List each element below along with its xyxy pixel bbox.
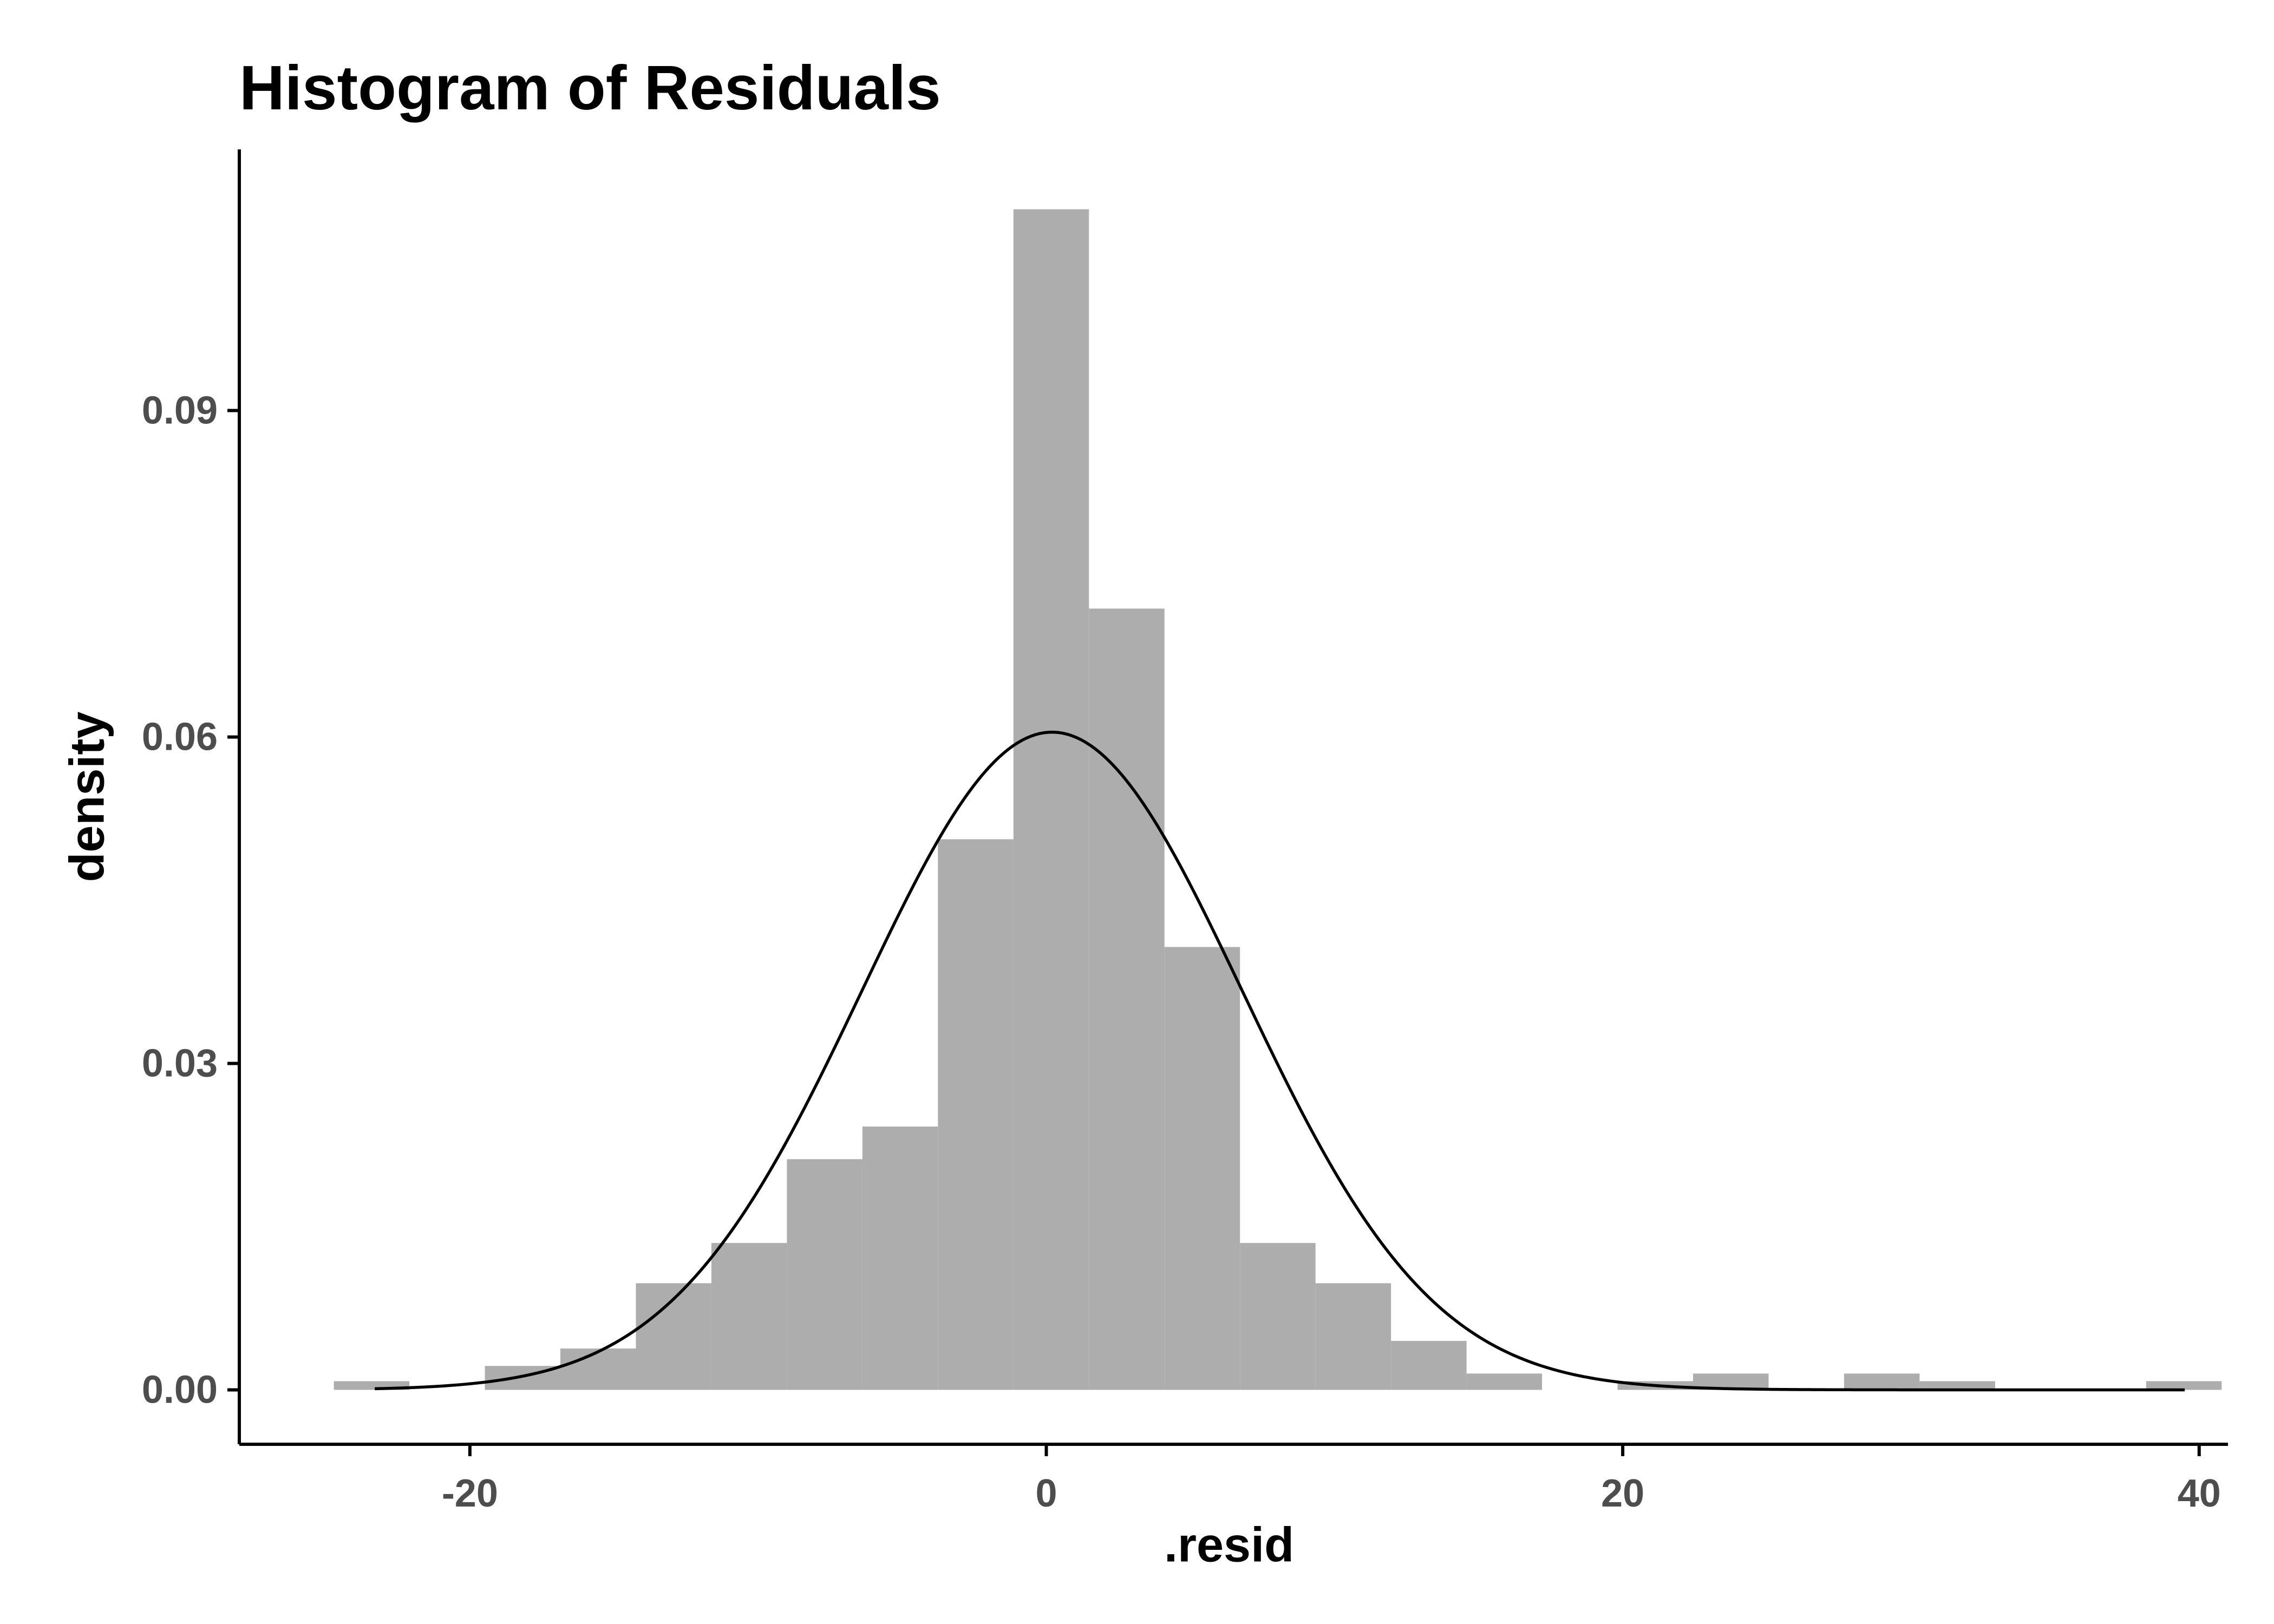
histogram-bar — [1919, 1381, 1995, 1390]
histogram-bar — [1315, 1283, 1391, 1390]
histogram-bar — [1391, 1341, 1467, 1390]
y-tick-label: 0.06 — [142, 715, 218, 758]
x-tick-label: 0 — [1035, 1472, 1057, 1515]
histogram-bar — [938, 839, 1014, 1390]
histogram-bar — [1844, 1373, 1920, 1390]
y-tick-labels: 0.00 0.03 0.06 0.09 — [142, 389, 218, 1411]
histogram-bar — [787, 1159, 862, 1390]
histogram-bar — [1466, 1373, 1543, 1390]
x-tick-label: 40 — [2178, 1472, 2221, 1515]
histogram-bar — [1164, 947, 1240, 1390]
histogram-bar — [1013, 209, 1089, 1390]
histogram-bar — [1240, 1243, 1316, 1390]
x-tick-label: 20 — [1601, 1472, 1644, 1515]
density-curve-group — [375, 730, 2185, 1392]
histogram-bar — [636, 1283, 711, 1390]
histogram-bars — [334, 209, 2222, 1390]
histogram-bar — [1089, 608, 1165, 1390]
y-tick-label: 0.00 — [142, 1368, 218, 1411]
axes — [227, 149, 2228, 1456]
histogram-bar — [711, 1243, 787, 1390]
y-tick-label: 0.03 — [142, 1042, 218, 1085]
histogram-bar — [862, 1127, 938, 1390]
histogram-bar — [2146, 1381, 2222, 1390]
x-tick-label: -20 — [442, 1472, 498, 1515]
chart-title: Histogram of Residuals — [239, 53, 941, 123]
y-tick-label: 0.09 — [142, 389, 218, 432]
x-axis-title: .resid — [1164, 1518, 1295, 1573]
density-curve — [375, 730, 2185, 1392]
x-tick-labels: -20 0 20 40 — [442, 1472, 2221, 1515]
histogram-bar — [560, 1348, 636, 1390]
